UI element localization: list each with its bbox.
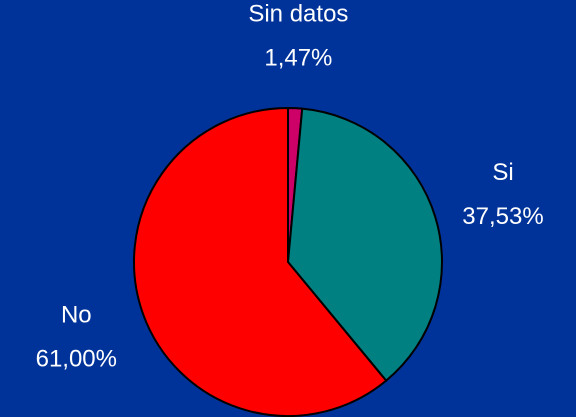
pie-slice (133, 106, 388, 417)
pie-slice (286, 107, 443, 383)
slice-category-label: No (61, 302, 92, 329)
slice-value-label: 61,00% (36, 346, 117, 373)
slice-category-label: Si (492, 159, 513, 186)
slice-value-label: 37,53% (462, 203, 543, 230)
slice-value-label: 1,47% (264, 45, 332, 72)
slice-category-label: Sin datos (248, 1, 348, 28)
